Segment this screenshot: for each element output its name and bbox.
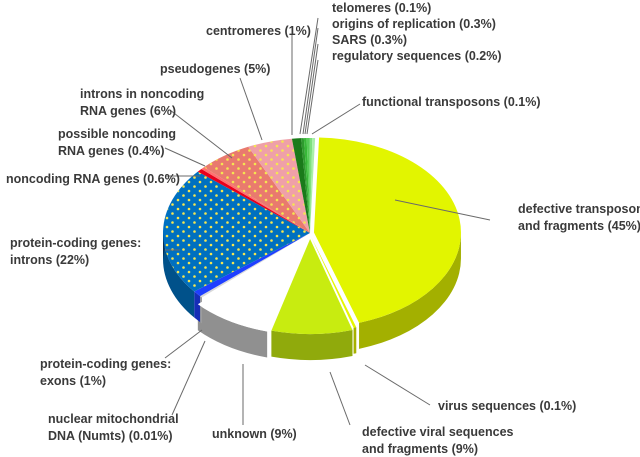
label-pseudogenes: pseudogenes (5%): [160, 62, 270, 76]
slice-side-defective_viral: [271, 329, 353, 360]
leader-defective_transposons: [394, 199, 491, 221]
slice-functional_transposons: [310, 138, 316, 233]
leader-telomeres: [299, 17, 319, 135]
label-line-defective_transposons-0: defective transposons: [518, 202, 640, 216]
label-regulatory: regulatory sequences (0.2%): [332, 49, 502, 63]
label-line-introns-1: introns (22%): [10, 253, 89, 267]
label-line-telomeres-0: telomeres (0.1%): [332, 1, 431, 15]
pie-tops: [163, 137, 461, 334]
slice-noncoding_rna: [197, 168, 310, 233]
label-line-defective_viral-1: and fragments (9%): [362, 442, 478, 456]
slice-centromeres: [291, 138, 310, 233]
leader-regulatory: [306, 59, 319, 135]
label-line-defective_viral-0: defective viral sequences: [362, 425, 514, 439]
slice-virus_sequences: [311, 236, 357, 328]
label-line-numts-1: DNA (Numts) (0.01%): [48, 429, 173, 443]
label-exons: protein-coding genes: exons (1%): [40, 357, 171, 388]
label-numts: nuclear mitochondrial DNA (Numts) (0.01%): [48, 412, 179, 443]
slice-side-defective_transposons: [359, 232, 461, 349]
label-line-unknown-0: unknown (9%): [212, 427, 297, 441]
leader-introns_noncoding: [169, 109, 233, 159]
label-defective_transposons: defective transposons and fragments (45%): [518, 202, 640, 233]
slice-possible_noncoding: [201, 167, 310, 233]
label-introns_noncoding: introns in noncoding RNA genes (6%): [80, 87, 204, 118]
label-line-exons-1: exons (1%): [40, 374, 106, 388]
slice-defective_transposons: [313, 137, 461, 323]
leader-exons: [164, 329, 203, 359]
label-functional_transposons: functional transposons (0.1%): [362, 95, 541, 109]
label-line-introns_noncoding-1: RNA genes (6%): [80, 104, 176, 118]
slice-pattern-introns: [163, 171, 310, 292]
label-line-defective_transposons-1: and fragments (45%): [518, 219, 640, 233]
label-sars: SARS (0.3%): [332, 33, 407, 47]
label-line-introns-0: protein-coding genes:: [10, 236, 141, 250]
label-line-numts-0: nuclear mitochondrial: [48, 412, 179, 426]
leader-possible_noncoding: [164, 147, 206, 167]
label-origins: origins of replication (0.3%): [332, 17, 496, 31]
slice-numts: [200, 233, 310, 298]
slice-side-introns: [163, 233, 195, 318]
slice-side-numts: [200, 296, 202, 324]
label-line-noncoding_rna-0: noncoding RNA genes (0.6%): [6, 172, 180, 186]
label-telomeres: telomeres (0.1%): [332, 1, 431, 15]
label-line-possible_noncoding-1: RNA genes (0.4%): [58, 144, 165, 158]
label-line-possible_noncoding-0: possible noncoding: [58, 127, 176, 141]
slice-pattern-pseudogenes: [248, 138, 310, 233]
slice-regulatory: [309, 138, 313, 233]
label-line-regulatory-0: regulatory sequences (0.2%): [332, 49, 502, 63]
label-centromeres: centromeres (1%): [206, 24, 311, 38]
slice-labels: defective transposons and fragments (45%)…: [6, 1, 640, 456]
label-line-functional_transposons-0: functional transposons (0.1%): [362, 95, 541, 109]
slice-origins: [303, 138, 310, 233]
label-virus_sequences: virus sequences (0.1%): [438, 399, 576, 413]
slice-sars: [306, 138, 310, 233]
slice-pattern-introns_noncoding: [203, 146, 310, 233]
label-line-virus_sequences-0: virus sequences (0.1%): [438, 399, 576, 413]
slice-side-virus_sequences: [353, 327, 357, 354]
slice-telomeres: [301, 138, 310, 233]
slice-unknown: [197, 239, 306, 332]
slice-side-exons: [194, 291, 201, 323]
slice-side-unknown: [197, 304, 268, 358]
label-line-origins-0: origins of replication (0.3%): [332, 17, 496, 31]
label-noncoding_rna: noncoding RNA genes (0.6%): [6, 172, 180, 186]
leader-origins: [302, 27, 319, 135]
leader-sars: [304, 43, 319, 135]
label-line-centromeres-0: centromeres (1%): [206, 24, 311, 38]
label-line-sars-0: SARS (0.3%): [332, 33, 407, 47]
slice-exons: [194, 233, 310, 297]
label-introns: protein-coding genes: introns (22%): [10, 236, 141, 267]
leader-lines: [164, 17, 491, 426]
leader-pseudogenes: [239, 77, 263, 141]
label-line-introns_noncoding-0: introns in noncoding: [80, 87, 204, 101]
label-unknown: unknown (9%): [212, 427, 297, 441]
label-defective_viral: defective viral sequences and fragments (…: [362, 425, 514, 456]
slice-defective_viral: [271, 238, 353, 334]
leader-virus_sequences: [364, 364, 431, 406]
label-line-pseudogenes-0: pseudogenes (5%): [160, 62, 270, 76]
label-line-exons-0: protein-coding genes:: [40, 357, 171, 371]
leader-defective_viral: [329, 371, 351, 426]
label-possible_noncoding: possible noncoding RNA genes (0.4%): [58, 127, 176, 158]
leader-functional_transposons: [311, 103, 361, 135]
leader-numts: [171, 340, 206, 416]
